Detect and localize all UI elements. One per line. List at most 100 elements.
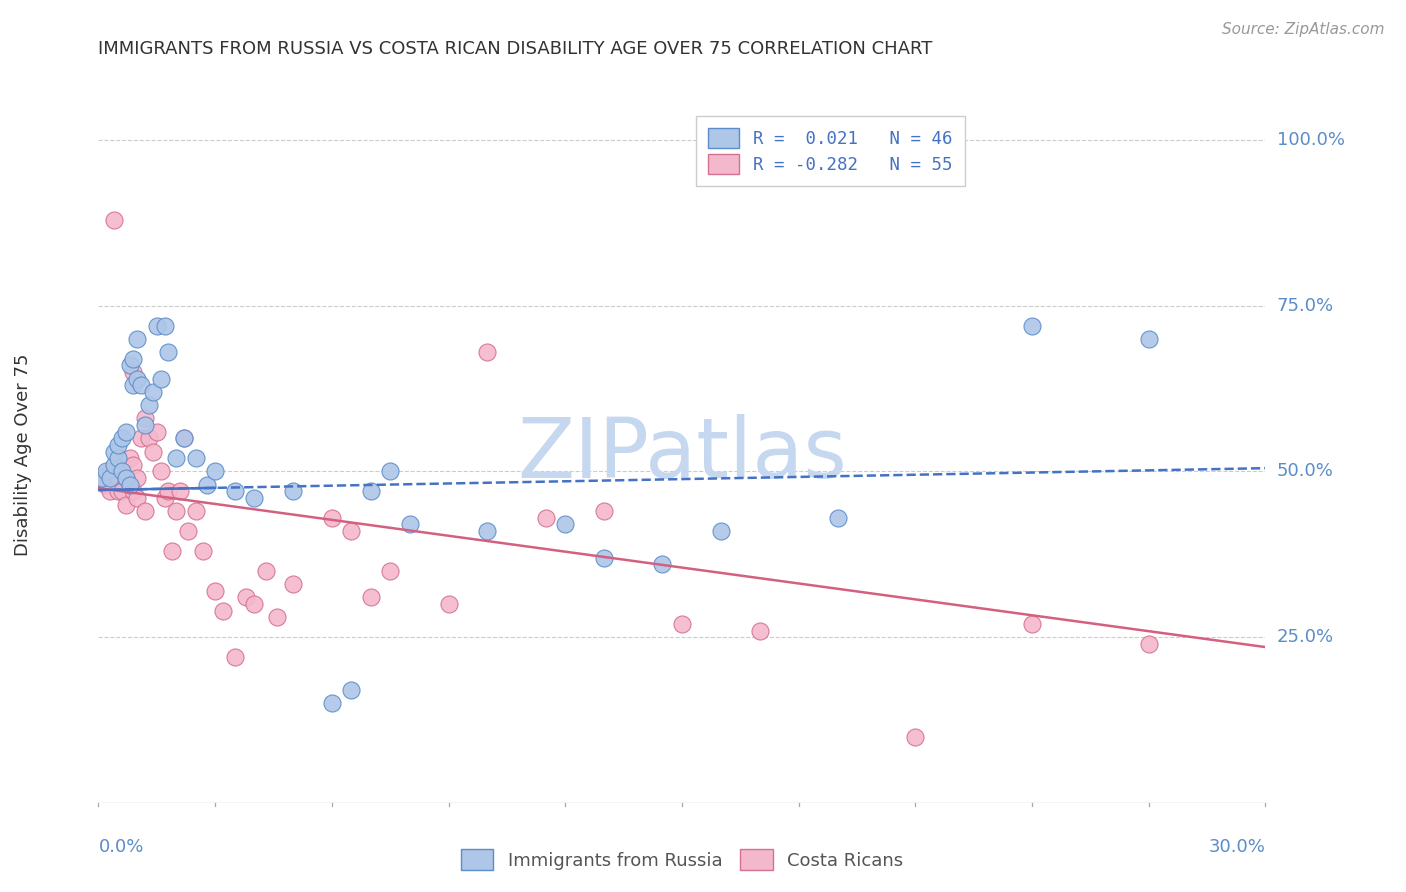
- Point: [321, 697, 343, 711]
- Text: 0.0%: 0.0%: [98, 838, 143, 855]
- Point: [107, 438, 129, 452]
- Point: [111, 465, 134, 479]
- Point: [671, 616, 693, 631]
- Point: [554, 517, 576, 532]
- Point: [254, 564, 277, 578]
- Point: [1137, 637, 1160, 651]
- Point: [91, 471, 114, 485]
- Point: [165, 504, 187, 518]
- Point: [114, 425, 136, 439]
- Point: [153, 318, 176, 333]
- Point: [204, 583, 226, 598]
- Point: [748, 624, 770, 638]
- Point: [173, 431, 195, 445]
- Point: [149, 372, 172, 386]
- Point: [477, 524, 499, 538]
- Point: [235, 591, 257, 605]
- Point: [142, 444, 165, 458]
- Point: [184, 451, 207, 466]
- Point: [710, 524, 733, 538]
- Point: [378, 465, 402, 479]
- Legend: Immigrants from Russia, Costa Ricans: Immigrants from Russia, Costa Ricans: [453, 842, 911, 877]
- Point: [149, 465, 172, 479]
- Point: [224, 484, 246, 499]
- Point: [134, 411, 156, 425]
- Text: Disability Age Over 75: Disability Age Over 75: [14, 353, 31, 557]
- Point: [122, 378, 145, 392]
- Point: [118, 477, 141, 491]
- Point: [243, 597, 266, 611]
- Point: [96, 477, 118, 491]
- Point: [281, 577, 304, 591]
- Point: [173, 431, 195, 445]
- Point: [96, 465, 118, 479]
- Point: [184, 504, 207, 518]
- Point: [146, 425, 169, 439]
- Point: [162, 544, 184, 558]
- Point: [111, 484, 134, 499]
- Point: [127, 332, 149, 346]
- Point: [281, 484, 304, 499]
- Point: [651, 558, 673, 572]
- Text: IMMIGRANTS FROM RUSSIA VS COSTA RICAN DISABILITY AGE OVER 75 CORRELATION CHART: IMMIGRANTS FROM RUSSIA VS COSTA RICAN DI…: [98, 40, 932, 58]
- Point: [134, 504, 156, 518]
- Point: [122, 484, 145, 499]
- Text: 100.0%: 100.0%: [1277, 131, 1344, 149]
- Point: [103, 444, 125, 458]
- Point: [107, 471, 129, 485]
- Text: Source: ZipAtlas.com: Source: ZipAtlas.com: [1222, 22, 1385, 37]
- Point: [204, 465, 226, 479]
- Point: [398, 517, 420, 532]
- Point: [340, 524, 363, 538]
- Point: [118, 359, 141, 373]
- Point: [127, 471, 149, 485]
- Point: [360, 484, 382, 499]
- Point: [91, 471, 114, 485]
- Point: [103, 458, 125, 472]
- Point: [107, 484, 129, 499]
- Point: [114, 498, 136, 512]
- Point: [103, 212, 125, 227]
- Point: [904, 730, 927, 744]
- Point: [127, 372, 149, 386]
- Point: [129, 431, 152, 445]
- Point: [98, 471, 121, 485]
- Point: [477, 345, 499, 359]
- Point: [195, 477, 218, 491]
- Text: 50.0%: 50.0%: [1277, 462, 1333, 481]
- Point: [134, 418, 156, 433]
- Point: [122, 351, 145, 366]
- Point: [142, 384, 165, 399]
- Point: [212, 604, 235, 618]
- Point: [224, 650, 246, 665]
- Text: 75.0%: 75.0%: [1277, 297, 1334, 315]
- Point: [127, 491, 149, 505]
- Point: [340, 683, 363, 698]
- Point: [360, 591, 382, 605]
- Point: [243, 491, 266, 505]
- Text: 30.0%: 30.0%: [1209, 838, 1265, 855]
- Text: ZIPatlas: ZIPatlas: [517, 415, 846, 495]
- Point: [593, 504, 616, 518]
- Point: [169, 484, 191, 499]
- Point: [321, 511, 343, 525]
- Point: [177, 524, 200, 538]
- Point: [118, 451, 141, 466]
- Point: [1021, 318, 1043, 333]
- Point: [1021, 616, 1043, 631]
- Point: [378, 564, 402, 578]
- Point: [266, 610, 288, 624]
- Point: [153, 491, 176, 505]
- Point: [114, 471, 136, 485]
- Point: [129, 378, 152, 392]
- Text: 25.0%: 25.0%: [1277, 628, 1334, 646]
- Point: [98, 484, 121, 499]
- Point: [122, 458, 145, 472]
- Point: [122, 365, 145, 379]
- Point: [157, 484, 180, 499]
- Point: [111, 458, 134, 472]
- Point: [138, 431, 160, 445]
- Point: [1137, 332, 1160, 346]
- Point: [118, 477, 141, 491]
- Point: [111, 431, 134, 445]
